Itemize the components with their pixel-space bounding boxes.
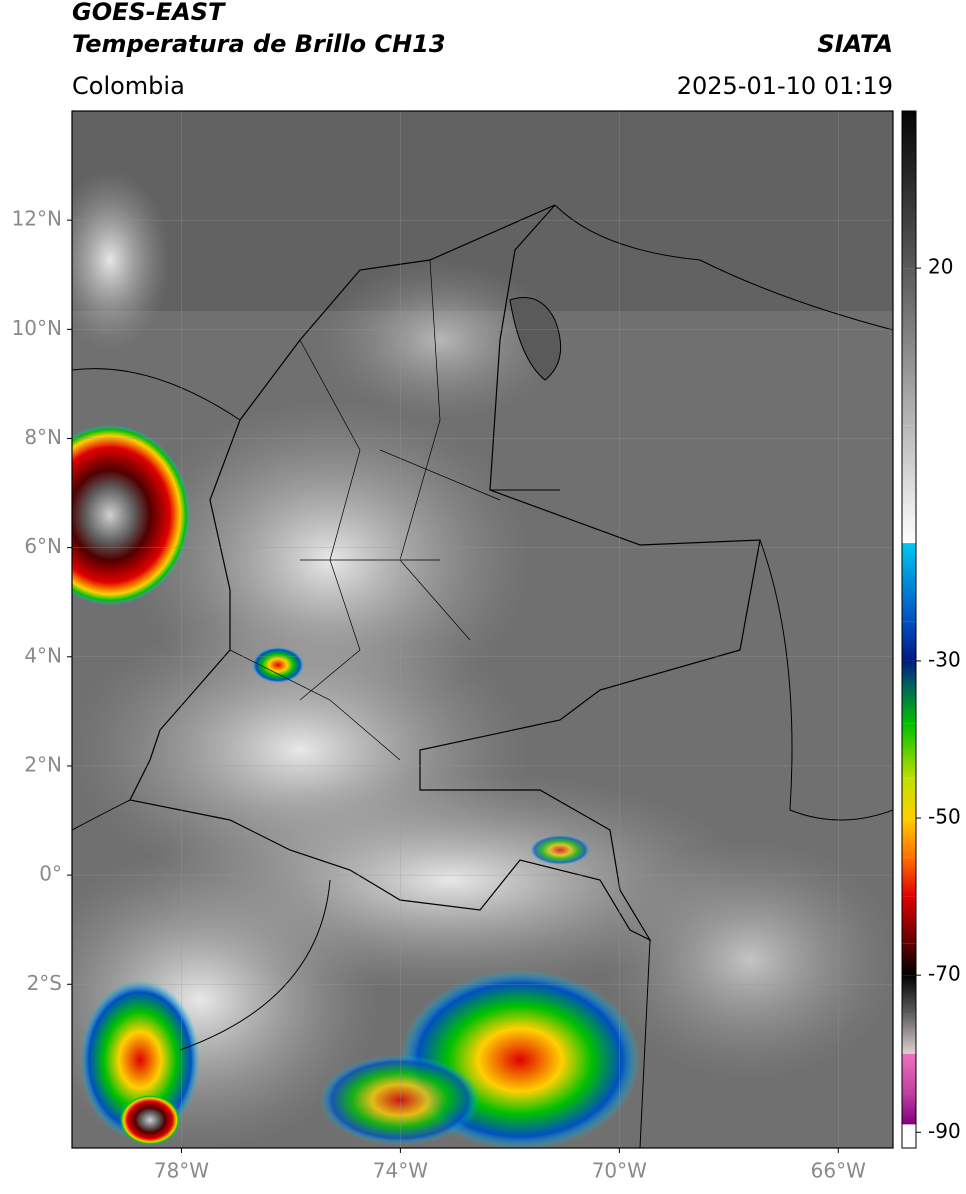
colorbar-tick-label: -30 <box>928 647 961 671</box>
source: SIATA <box>817 30 893 58</box>
colorbar-segment <box>902 818 916 858</box>
map-frame <box>71 110 894 1149</box>
colorbar-segment <box>902 684 916 724</box>
y-tick-label: 10°N <box>12 316 62 340</box>
colorbar-segment <box>902 896 916 944</box>
colorbar-segment <box>902 1053 916 1094</box>
x-tick-label: 78°W <box>154 1159 209 1183</box>
colorbar-tick-label: 20 <box>928 255 953 279</box>
colorbar-segment <box>902 857 916 897</box>
subtitle: Temperatura de Brillo CH13 <box>72 30 446 58</box>
colorbar-segment <box>902 723 916 779</box>
colorbar-segment <box>902 660 916 685</box>
x-tick-label: 66°W <box>811 1159 866 1183</box>
title: GOES-EAST <box>72 0 226 26</box>
x-tick-label: 70°W <box>592 1159 647 1183</box>
satellite-image <box>72 111 893 1148</box>
colorbar-segment <box>902 1014 916 1054</box>
colorbar-segment <box>902 425 916 544</box>
x-tick-label: 74°W <box>373 1159 428 1183</box>
timestamp: 2025-01-10 01:19 <box>677 72 893 100</box>
colorbar-tick-label: -50 <box>928 805 961 829</box>
y-tick-label: 8°N <box>24 425 62 449</box>
region: Colombia <box>72 72 185 100</box>
colorbar-frame <box>901 110 917 1149</box>
y-tick-label: 6°N <box>24 534 62 558</box>
grid <box>72 111 893 1148</box>
colorbar-segment <box>902 975 916 1015</box>
colorbar-segment <box>902 1093 916 1125</box>
colorbar-tick-label: -90 <box>928 1119 961 1143</box>
colorbar-segment <box>902 778 916 819</box>
colorbar-segment <box>902 943 916 976</box>
colorbar-segment <box>902 621 916 661</box>
colorbar-segment <box>902 268 916 426</box>
y-tick-label: 2°N <box>24 752 62 776</box>
colorbar-segment <box>902 543 916 622</box>
y-tick-label: 12°N <box>12 207 62 231</box>
y-tick-label: 2°S <box>27 971 62 995</box>
colorbar <box>902 111 916 1148</box>
colorbar-segment <box>902 111 916 269</box>
y-tick-label: 0° <box>39 862 62 886</box>
colorbar-segment <box>902 1124 916 1148</box>
colorbar-tick-label: -70 <box>928 962 961 986</box>
y-tick-label: 4°N <box>24 643 62 667</box>
